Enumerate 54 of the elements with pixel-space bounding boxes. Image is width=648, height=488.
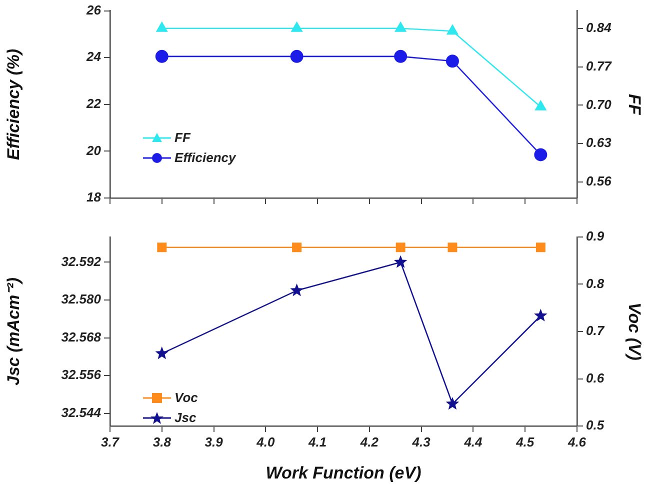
point	[534, 148, 548, 162]
point	[155, 50, 168, 63]
y2-tick-label: 0.9	[586, 228, 605, 244]
y2-tick-label: 0.5	[586, 418, 605, 433]
legend-label: FF	[174, 130, 190, 146]
x-tick-label: 4.6	[566, 434, 587, 450]
x-tick-label: 3.8	[152, 434, 172, 450]
point	[394, 50, 408, 63]
y-axis-title: Efficiency (%)	[4, 48, 23, 160]
y2-tick-label: 0.70	[586, 96, 612, 112]
point	[534, 308, 548, 322]
y-tick-label: 24	[86, 49, 102, 64]
point	[394, 22, 406, 32]
point	[290, 284, 304, 296]
point	[290, 50, 304, 63]
y2-tick-label: 0.84	[586, 20, 612, 35]
point	[394, 255, 408, 268]
x-tick-label: 4.5	[515, 434, 535, 450]
point	[156, 22, 168, 32]
point	[446, 54, 459, 68]
y-tick-label: 32.544	[61, 404, 102, 420]
legend-label: Voc	[174, 390, 198, 406]
y2-tick-label: 0.63	[586, 135, 612, 150]
x-tick-label: 4.4	[463, 434, 484, 450]
y-tick-label: 22	[86, 96, 102, 111]
y-tick-label: 32.592	[61, 254, 102, 269]
y-tick-label: 26	[86, 2, 102, 18]
x-tick-label: 4.0	[256, 434, 276, 450]
y-tick-label: 32.580	[61, 292, 102, 307]
y-tick-label: 32.568	[61, 329, 102, 344]
y2-tick-label: 0.77	[586, 58, 612, 74]
x-tick-label: 3.7	[100, 434, 120, 450]
x-axis-title: Work Function (eV)	[266, 463, 422, 482]
point	[155, 346, 169, 360]
y2-tick-label: 0.6	[586, 370, 605, 386]
y-tick-label: 18	[86, 190, 102, 205]
y-tick-label: 20	[86, 142, 102, 158]
y-tick-label: 32.556	[61, 367, 102, 382]
y2-tick-label: 0.56	[586, 174, 612, 189]
x-tick-label: 4.2	[359, 434, 380, 450]
legend-label: Jsc	[174, 410, 196, 426]
y-axis-title: Jsc (mAcm⁻²)	[4, 277, 23, 386]
legend-label: Efficiency	[174, 150, 236, 166]
x-tick-label: 4.1	[308, 434, 327, 450]
point	[446, 396, 460, 410]
x-tick-label: 4.3	[411, 434, 432, 450]
y2-tick-label: 0.8	[586, 276, 605, 291]
point	[291, 22, 302, 32]
y2-axis-title: Voc (V)	[625, 302, 644, 361]
x-tick-label: 3.9	[204, 434, 224, 450]
point	[534, 100, 546, 110]
point	[446, 24, 458, 35]
y2-axis-title: FF	[625, 94, 644, 116]
y2-tick-label: 0.7	[586, 323, 605, 338]
